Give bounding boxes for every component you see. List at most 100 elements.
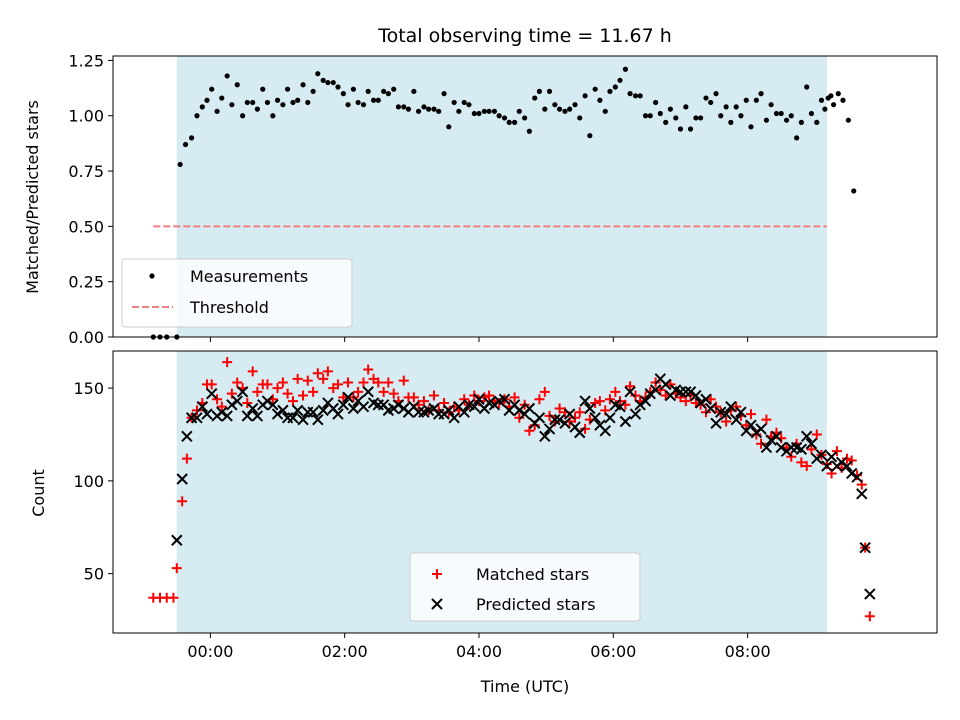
bottom-panel: 5010015022:0000:0002:0004:0006:0008:00Ma… xyxy=(73,350,938,661)
data-point xyxy=(859,541,871,554)
y-tick-label: 1.25 xyxy=(68,51,104,70)
legend-label: Measurements xyxy=(190,267,308,286)
data-point xyxy=(554,403,565,414)
data-point xyxy=(251,410,264,422)
data-point xyxy=(864,611,875,622)
x-tick-label: 08:00 xyxy=(725,642,771,661)
data-point xyxy=(783,117,790,123)
data-point xyxy=(738,113,744,119)
data-point xyxy=(486,108,492,114)
data-point xyxy=(335,84,341,90)
data-point xyxy=(214,108,220,114)
data-point xyxy=(821,460,833,472)
data-point xyxy=(634,399,646,411)
legend-marker xyxy=(432,569,442,579)
data-point xyxy=(704,402,717,415)
data-point xyxy=(818,97,825,103)
data-point xyxy=(280,102,286,108)
data-point xyxy=(388,388,399,399)
data-point xyxy=(308,386,319,397)
data-point xyxy=(546,88,553,95)
data-point xyxy=(804,84,810,90)
data-point xyxy=(370,97,377,103)
data-point xyxy=(543,423,556,435)
data-point xyxy=(421,104,427,110)
data-point xyxy=(456,108,462,114)
data-point xyxy=(687,126,694,132)
legend-box xyxy=(121,258,353,328)
data-point xyxy=(587,133,593,139)
data-point xyxy=(594,396,605,407)
data-point xyxy=(758,91,764,97)
data-point xyxy=(723,104,729,110)
data-point xyxy=(199,104,205,110)
data-point xyxy=(755,423,767,435)
data-point xyxy=(806,444,817,455)
data-point xyxy=(795,443,808,456)
data-point xyxy=(229,102,235,108)
data-point xyxy=(845,117,851,123)
data-point xyxy=(204,97,210,103)
data-point xyxy=(708,99,714,106)
data-point xyxy=(250,99,256,106)
y-tick-label: 50 xyxy=(84,565,104,584)
data-point xyxy=(347,402,360,415)
series-measurements xyxy=(150,66,857,340)
data-point xyxy=(274,97,281,103)
data-point xyxy=(513,404,525,417)
data-point xyxy=(728,119,734,125)
data-point xyxy=(446,124,452,130)
data-point xyxy=(332,379,343,390)
bottom-axes-frame xyxy=(112,350,938,634)
data-point xyxy=(683,104,689,110)
data-point xyxy=(436,108,442,114)
data-point xyxy=(514,412,525,423)
data-point xyxy=(262,379,273,390)
y-tick-label: 0.75 xyxy=(68,162,104,181)
data-point xyxy=(176,473,188,485)
data-point xyxy=(332,408,344,420)
data-point xyxy=(272,383,283,394)
data-point xyxy=(206,387,218,400)
data-point xyxy=(342,391,354,404)
data-point xyxy=(572,102,578,108)
top-panel: 0.00 0.25 0.50 0.75 1.00 1.25 Measurements Thre… xyxy=(68,51,938,347)
data-point xyxy=(232,377,243,388)
data-point xyxy=(542,106,548,112)
data-point xyxy=(471,110,477,117)
legend-label: Predicted stars xyxy=(476,595,596,614)
data-point xyxy=(731,401,742,412)
data-point xyxy=(212,394,223,405)
data-point xyxy=(563,408,576,420)
data-point xyxy=(300,82,306,88)
data-point xyxy=(794,135,800,141)
data-point xyxy=(801,430,813,443)
data-point xyxy=(340,91,346,97)
data-point xyxy=(222,357,233,368)
x-tick-label: 00:00 xyxy=(187,642,233,661)
x-tick-label: 06:00 xyxy=(590,642,636,661)
data-point xyxy=(830,102,837,108)
data-point xyxy=(429,390,440,401)
data-point xyxy=(745,409,756,420)
data-point xyxy=(226,399,238,411)
data-point xyxy=(604,412,616,424)
data-point xyxy=(260,86,266,92)
data-point xyxy=(796,457,807,468)
data-point xyxy=(592,86,598,92)
data-point xyxy=(408,392,419,403)
data-point xyxy=(355,99,361,106)
data-point xyxy=(302,375,313,386)
data-point xyxy=(629,408,642,420)
data-point xyxy=(468,400,481,413)
data-point xyxy=(484,390,495,401)
data-point xyxy=(589,412,601,424)
data-point xyxy=(240,113,246,119)
data-point xyxy=(835,456,848,469)
data-point xyxy=(448,412,460,424)
legend-box xyxy=(409,552,641,622)
data-point xyxy=(622,66,628,72)
data-point xyxy=(574,426,586,439)
data-point xyxy=(216,406,228,418)
